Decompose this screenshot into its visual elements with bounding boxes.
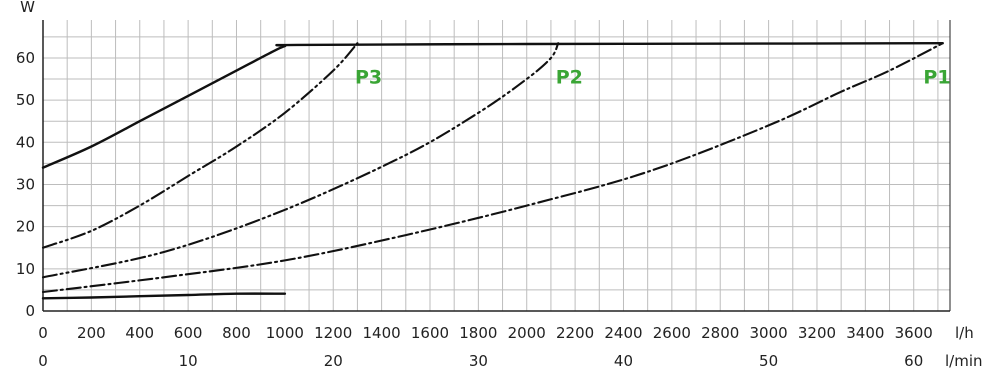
y-tick-label: 10 <box>16 260 35 278</box>
x-tick-label: 600 <box>174 324 203 342</box>
series-line-solid <box>41 42 944 169</box>
x-tick-label: 3200 <box>798 324 836 342</box>
curve-label-p2: P2 <box>556 66 583 88</box>
x-tick-label: 1200 <box>314 324 352 342</box>
y-tick-label: 0 <box>25 302 35 320</box>
series-group <box>41 42 944 300</box>
x2-tick-label: 40 <box>614 352 633 370</box>
x-tick-label: 1000 <box>266 324 304 342</box>
grid <box>43 20 950 311</box>
x2-tick-label: 0 <box>38 352 48 370</box>
x-tick-label: 3600 <box>895 324 933 342</box>
series-line-p2 <box>41 42 560 279</box>
series-line-p1 <box>41 42 944 294</box>
x-tick-label: 200 <box>77 324 106 342</box>
x-tick-label: 2600 <box>653 324 691 342</box>
series-line-p3 <box>41 42 359 249</box>
y-tick-label: 50 <box>16 91 35 109</box>
x-tick-label: 0 <box>38 324 48 342</box>
x2-tick-label: 30 <box>469 352 488 370</box>
x2-tick-label: 20 <box>324 352 343 370</box>
x2-axis-label: l/min <box>945 352 983 370</box>
x-tick-label: 2200 <box>556 324 594 342</box>
x-tick-label: 2000 <box>508 324 546 342</box>
x-tick-label: 400 <box>125 324 154 342</box>
x-tick-label: 2800 <box>701 324 739 342</box>
x2-tick-label: 10 <box>179 352 198 370</box>
series-line-solid <box>41 292 287 300</box>
x-tick-label: 800 <box>222 324 251 342</box>
curve-label-p1: P1 <box>923 66 950 88</box>
x-tick-label: 3400 <box>846 324 884 342</box>
x-axis-label: l/h <box>955 324 974 342</box>
x-tick-label: 3000 <box>750 324 788 342</box>
y-tick-label: 40 <box>16 133 35 151</box>
x-tick-label: 1400 <box>363 324 401 342</box>
x-tick-label: 2400 <box>604 324 642 342</box>
x-tick-label: 1800 <box>459 324 497 342</box>
x-tick-label: 1600 <box>411 324 449 342</box>
x2-tick-label: 60 <box>904 352 923 370</box>
x2-tick-label: 50 <box>759 352 778 370</box>
y-tick-label: 30 <box>16 175 35 193</box>
labels-group: P1 P2 P3 <box>355 66 951 88</box>
y-axis-label: W <box>20 0 35 16</box>
y-tick-label: 60 <box>16 49 35 67</box>
y-tick-label: 20 <box>16 218 35 236</box>
curve-label-p3: P3 <box>355 66 382 88</box>
